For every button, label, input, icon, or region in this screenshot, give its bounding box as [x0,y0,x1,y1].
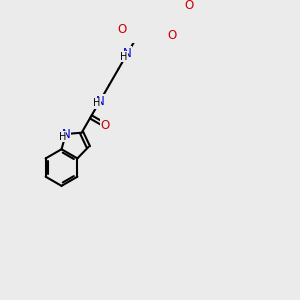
Text: O: O [100,118,110,131]
Text: H: H [93,98,100,108]
Text: O: O [184,0,194,12]
Text: N: N [123,47,132,60]
Text: O: O [167,29,177,42]
Text: O: O [118,23,127,36]
Text: H: H [120,52,127,62]
Text: N: N [96,94,104,107]
Text: N: N [61,128,70,140]
Text: H: H [58,132,66,142]
